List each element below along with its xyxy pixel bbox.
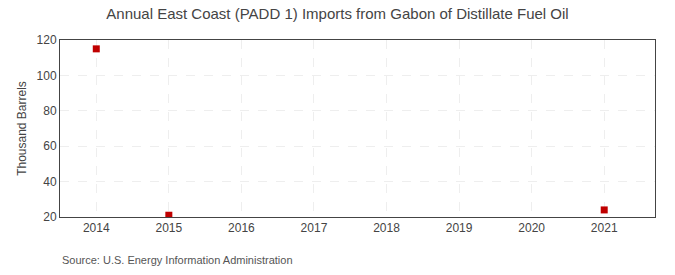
svg-text:60: 60 — [43, 139, 57, 153]
svg-text:2019: 2019 — [446, 221, 473, 235]
svg-text:Annual East Coast (PADD 1) Imp: Annual East Coast (PADD 1) Imports from … — [106, 5, 568, 22]
svg-text:2014: 2014 — [83, 221, 110, 235]
svg-text:40: 40 — [43, 175, 57, 189]
svg-text:2021: 2021 — [591, 221, 618, 235]
svg-text:120: 120 — [37, 33, 57, 47]
svg-text:2018: 2018 — [373, 221, 400, 235]
svg-text:2016: 2016 — [228, 221, 255, 235]
svg-text:Thousand Barrels: Thousand Barrels — [15, 81, 29, 176]
svg-text:2015: 2015 — [155, 221, 182, 235]
svg-text:Source: U.S. Energy Informatio: Source: U.S. Energy Information Administ… — [62, 254, 293, 266]
svg-text:100: 100 — [37, 69, 57, 83]
svg-text:20: 20 — [43, 210, 57, 224]
svg-text:2020: 2020 — [518, 221, 545, 235]
svg-text:80: 80 — [43, 104, 57, 118]
svg-text:2017: 2017 — [301, 221, 328, 235]
